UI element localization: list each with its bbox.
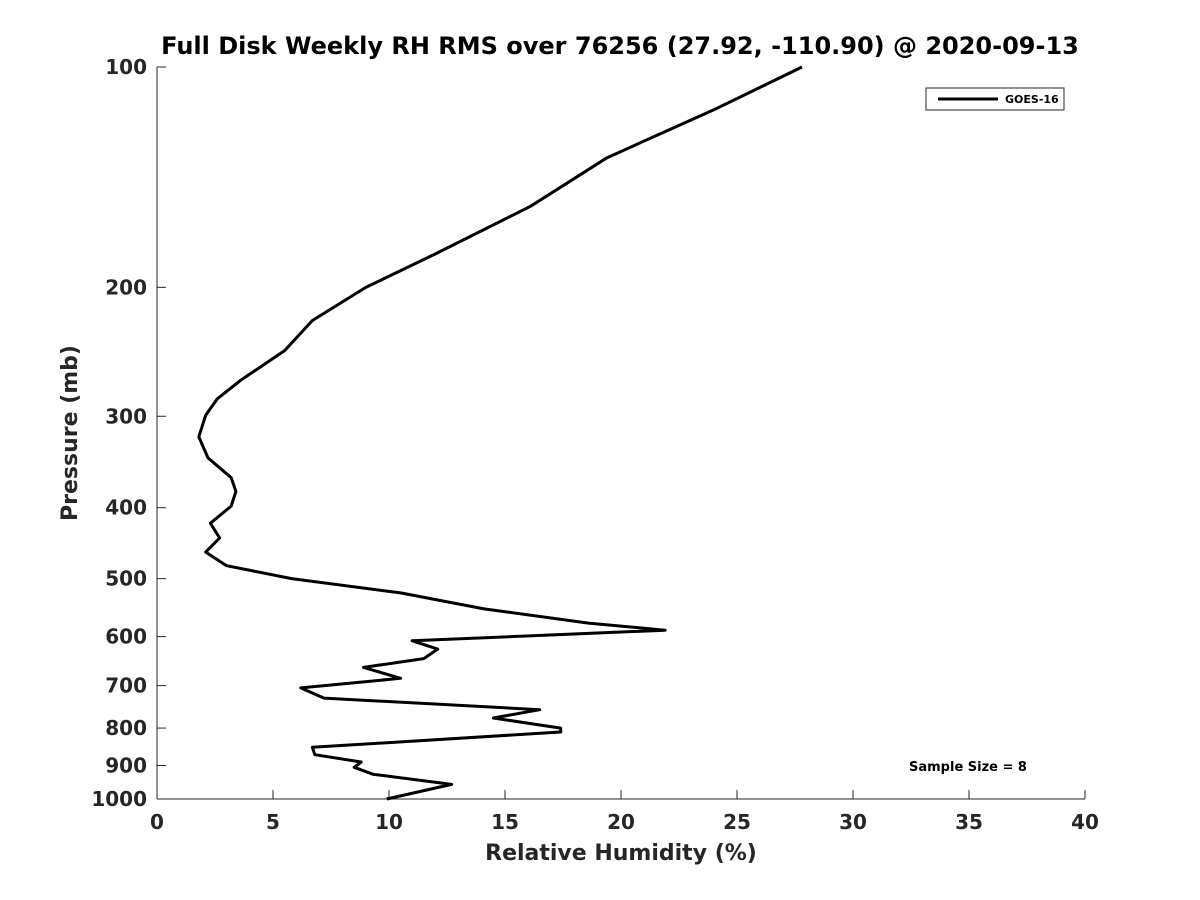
x-tick-label: 10 <box>375 810 403 834</box>
x-tick-label: 5 <box>266 810 280 834</box>
y-tick-label: 700 <box>105 674 147 698</box>
legend: GOES-16 <box>925 87 1065 111</box>
y-tick-label: 100 <box>105 55 147 79</box>
x-tick-label: 20 <box>607 810 635 834</box>
legend-label-goes-16: GOES-16 <box>1005 93 1059 106</box>
y-tick-label: 200 <box>105 275 147 299</box>
y-tick-label: 900 <box>105 754 147 778</box>
y-tick-label: 400 <box>105 496 147 520</box>
x-tick-label: 25 <box>723 810 751 834</box>
series-line-goes-16 <box>197 65 803 801</box>
x-tick-label: 15 <box>491 810 519 834</box>
y-axis-label: Pressure (mb) <box>58 345 83 521</box>
chart-title: Full Disk Weekly RH RMS over 76256 (27.9… <box>161 32 1079 60</box>
y-tick-label: 500 <box>105 567 147 591</box>
y-tick-label: 1000 <box>91 787 147 811</box>
y-axis-ticks: 100 200 300 400 500 600 700 800 900 1000 <box>91 55 166 811</box>
x-axis-label: Relative Humidity (%) <box>485 841 757 866</box>
x-tick-label: 0 <box>150 810 164 834</box>
sample-size-annotation: Sample Size = 8 <box>909 760 1027 775</box>
x-tick-label: 40 <box>1071 810 1099 834</box>
x-tick-label: 30 <box>839 810 867 834</box>
series-lines <box>197 65 803 801</box>
y-tick-label: 600 <box>105 625 147 649</box>
y-tick-label: 800 <box>105 716 147 740</box>
y-tick-label: 300 <box>105 404 147 428</box>
x-axis-ticks: 0 5 10 15 20 25 30 35 40 <box>150 790 1099 834</box>
x-tick-label: 35 <box>955 810 983 834</box>
